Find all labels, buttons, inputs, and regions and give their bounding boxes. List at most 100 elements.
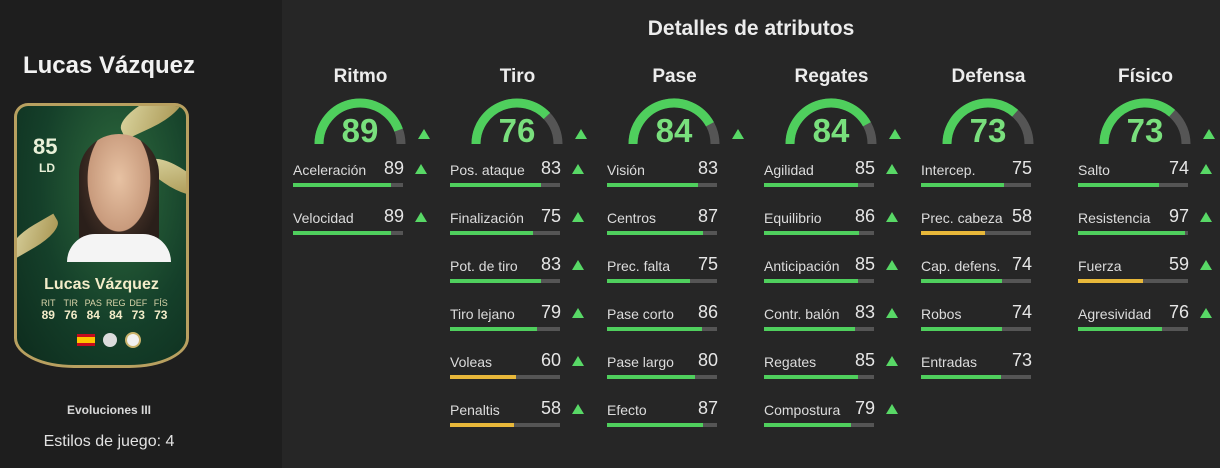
attribute-column-2: Pase 84 Visión 83 Centros 87 Prec. falta 75 Pase… — [607, 66, 744, 450]
stat-list: Agilidad 85 Equilibrio 86 Anticipación 85 Cont… — [764, 158, 899, 450]
stat-bar — [1078, 279, 1188, 283]
stat-value: 76 — [1168, 302, 1189, 322]
stat-value: 79 — [540, 302, 561, 322]
stat-name: Visión — [607, 162, 645, 178]
league-logo-icon — [103, 333, 117, 347]
stat-name: Efecto — [607, 402, 647, 418]
stat-name: Agresividad — [1078, 306, 1152, 322]
stat-value: 86 — [854, 206, 875, 226]
stat-value: 59 — [1168, 254, 1189, 274]
stat-value: 83 — [854, 302, 875, 322]
upgrade-arrow-icon — [886, 212, 898, 222]
stat-bar — [1078, 183, 1188, 187]
stat-row: Penaltis 58 — [450, 398, 585, 450]
stat-value: 58 — [540, 398, 561, 418]
stat-bar-fill — [764, 279, 858, 283]
stat-bar-fill — [607, 279, 690, 283]
stat-name: Entradas — [921, 354, 978, 370]
stat-bar — [293, 183, 403, 187]
stat-bar-fill — [450, 423, 514, 427]
card-stats: RIT 89 TIR 76 PAS 84 REG 84 DEF 73 FÍS 73 — [37, 298, 172, 322]
stat-bar-fill — [764, 327, 856, 331]
category-value: 84 — [655, 112, 693, 149]
card-badges — [77, 332, 141, 348]
upgrade-arrow-icon — [1200, 308, 1212, 318]
category-value: 89 — [341, 112, 379, 149]
playstyles-count[interactable]: Estilos de juego: 4 — [43, 433, 175, 450]
stat-value: 89 — [383, 206, 404, 226]
category-title: Regates — [794, 66, 869, 87]
stat-bar — [921, 327, 1031, 331]
stat-value: 74 — [1011, 302, 1032, 322]
player-card[interactable]: 85 LD Lucas Vázquez RIT 89 TIR 76 PAS 84 RE… — [14, 103, 189, 368]
stat-row: Finalización 75 — [450, 206, 585, 258]
stat-row: Pos. ataque 83 — [450, 158, 585, 210]
card-stat-label: TIR — [63, 298, 79, 308]
stat-bar-fill — [921, 375, 1002, 379]
stat-bar-fill — [293, 231, 391, 235]
upgrade-arrow-icon — [1200, 164, 1212, 174]
category-title: Ritmo — [333, 66, 388, 87]
stat-row: Efecto 87 — [607, 398, 742, 450]
stat-bar — [450, 231, 560, 235]
stat-row: Intercep. 75 — [921, 158, 1056, 210]
gauge-fill — [1099, 98, 1176, 145]
stat-name: Pase largo — [607, 354, 674, 370]
player-panel: Lucas Vázquez 85 LD Lucas Vázquez RIT 89 … — [0, 0, 282, 468]
gauge-arc — [471, 98, 563, 145]
stat-bar — [921, 375, 1031, 379]
stat-bar-fill — [450, 183, 542, 187]
stat-row: Pase largo 80 — [607, 350, 742, 402]
gauge-arc — [1099, 98, 1191, 145]
upgrade-arrow-icon — [572, 164, 584, 174]
category-title: Tiro — [499, 66, 536, 87]
stat-name: Compostura — [764, 402, 841, 418]
stat-row: Anticipación 85 — [764, 254, 899, 306]
stat-bar — [921, 279, 1031, 283]
stat-name: Voleas — [450, 354, 493, 370]
card-stat-value: 84 — [109, 308, 123, 322]
stat-name: Pos. ataque — [450, 162, 525, 178]
gauge-fill — [785, 98, 871, 145]
stat-value: 85 — [854, 158, 875, 178]
stat-bar-fill — [607, 423, 703, 427]
stat-name: Intercep. — [921, 162, 976, 178]
stat-bar-fill — [607, 231, 703, 235]
upgrade-arrow-icon — [572, 308, 584, 318]
stat-bar-fill — [921, 231, 985, 235]
stat-bar-fill — [764, 231, 859, 235]
upgrade-arrow-icon — [1200, 260, 1212, 270]
upgrade-arrow-icon — [415, 212, 427, 222]
upgrade-arrow-icon — [886, 260, 898, 270]
stat-value: 74 — [1168, 158, 1189, 178]
stat-row: Pase corto 86 — [607, 302, 742, 354]
stat-row: Equilibrio 86 — [764, 206, 899, 258]
stat-name: Pot. de tiro — [450, 258, 518, 274]
stat-name: Fuerza — [1078, 258, 1122, 274]
gauge-fill — [471, 98, 551, 145]
category-gauge: 76 — [450, 94, 587, 156]
upgrade-arrow-icon — [1203, 129, 1215, 139]
stat-name: Velocidad — [293, 210, 354, 226]
stat-bar — [764, 375, 874, 379]
stat-name: Resistencia — [1078, 210, 1151, 226]
stat-row: Agresividad 76 — [1078, 302, 1213, 354]
stat-bar — [607, 279, 717, 283]
stat-bar-fill — [450, 375, 516, 379]
stat-bar — [607, 183, 717, 187]
upgrade-arrow-icon — [418, 129, 430, 139]
stat-bar — [607, 231, 717, 235]
club-crest-icon — [125, 332, 141, 348]
upgrade-arrow-icon — [889, 129, 901, 139]
stat-bar — [450, 423, 560, 427]
stat-list: Aceleración 89 Velocidad 89 — [293, 158, 428, 258]
upgrade-arrow-icon — [886, 356, 898, 366]
card-stat-value: 76 — [64, 308, 78, 322]
stat-value: 83 — [540, 158, 561, 178]
stat-bar-fill — [293, 183, 391, 187]
category-value: 76 — [498, 112, 536, 149]
stat-bar-fill — [1078, 183, 1160, 187]
stat-row: Agilidad 85 — [764, 158, 899, 210]
upgrade-arrow-icon — [572, 356, 584, 366]
upgrade-arrow-icon — [1200, 212, 1212, 222]
